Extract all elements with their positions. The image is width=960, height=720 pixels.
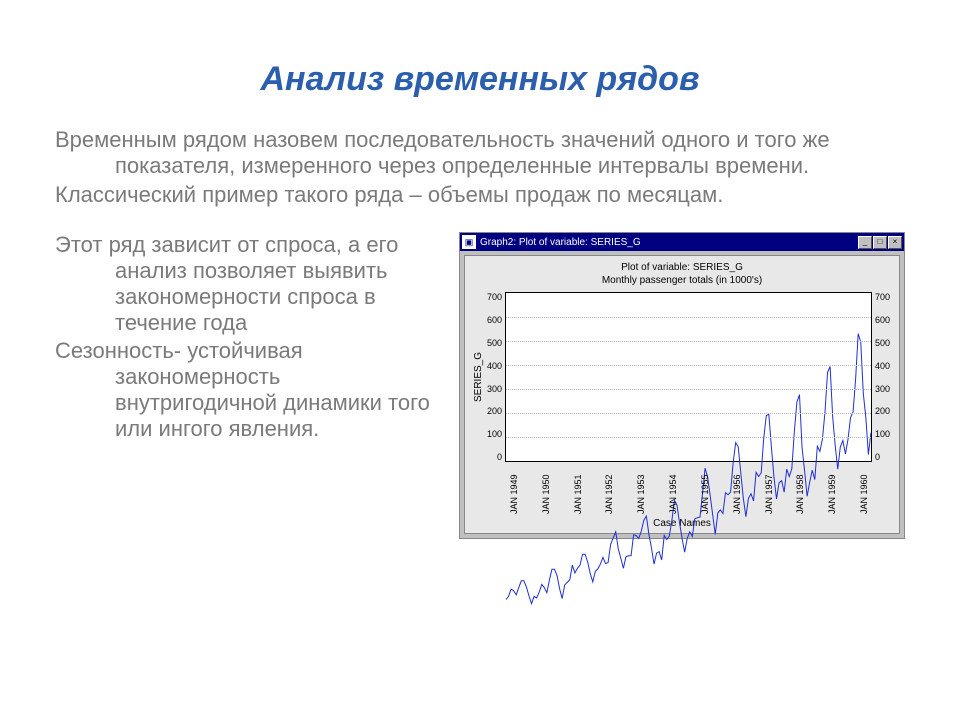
graph-window: ▣ Graph2: Plot of variable: SERIES_G _ □… xyxy=(459,232,905,539)
y-ticks-left: 7006005004003002001000 xyxy=(484,292,505,462)
close-button[interactable]: × xyxy=(888,236,902,249)
window-title: Graph2: Plot of variable: SERIES_G xyxy=(480,237,858,248)
slide-title: Анализ временных рядов xyxy=(55,60,905,99)
y-axis-label: SERIES_G xyxy=(471,292,484,462)
chart-row: SERIES_G 7006005004003002001000 70060050… xyxy=(471,292,893,462)
y-ticks-right: 7006005004003002001000 xyxy=(872,292,893,462)
body-paragraph-1: Этот ряд зависит от спроса, а его анализ… xyxy=(55,232,435,336)
plot-title: Plot of variable: SERIES_G xyxy=(471,262,893,273)
body-paragraph-2: Сезонность- устойчивая закономерность вн… xyxy=(55,338,435,442)
minimize-button[interactable]: _ xyxy=(858,236,872,249)
plot-area: Plot of variable: SERIES_G Monthly passe… xyxy=(460,251,904,538)
intro-paragraph-1: Временным рядом назовем последовательнос… xyxy=(55,127,905,180)
line-series xyxy=(506,293,871,658)
maximize-button[interactable]: □ xyxy=(873,236,887,249)
right-column: ▣ Graph2: Plot of variable: SERIES_G _ □… xyxy=(451,232,905,539)
graph-icon: ▣ xyxy=(462,235,476,249)
plot-inner: Plot of variable: SERIES_G Monthly passe… xyxy=(464,255,900,534)
chart-box xyxy=(505,292,872,462)
plot-subtitle: Monthly passenger totals (in 1000's) xyxy=(471,275,893,286)
window-buttons: _ □ × xyxy=(858,236,902,249)
intro-block: Временным рядом назовем последовательнос… xyxy=(55,127,905,208)
intro-paragraph-2: Классический пример такого ряда – объемы… xyxy=(55,182,905,208)
left-column: Этот ряд зависит от спроса, а его анализ… xyxy=(55,232,435,539)
content-columns: Этот ряд зависит от спроса, а его анализ… xyxy=(55,232,905,539)
slide: Анализ временных рядов Временным рядом н… xyxy=(0,0,960,720)
window-titlebar[interactable]: ▣ Graph2: Plot of variable: SERIES_G _ □… xyxy=(460,233,904,251)
